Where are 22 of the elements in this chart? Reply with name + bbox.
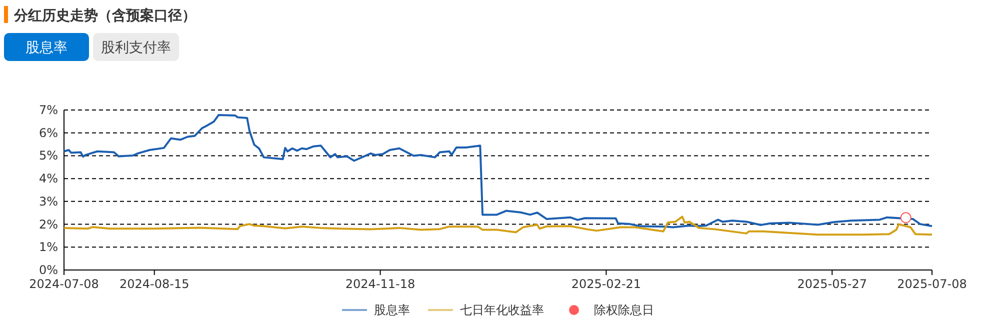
legend-label: 股息率: [374, 303, 410, 317]
chart-title: 分红历史走势（含预案口径）: [13, 7, 196, 24]
x-tick-label: 2025-05-27: [797, 277, 867, 291]
y-tick-label: 7%: [38, 103, 58, 117]
x-tick-label: 2024-11-18: [345, 277, 416, 291]
x-tick-label: 2024-07-08: [29, 277, 99, 291]
y-tick-label: 6%: [38, 126, 58, 140]
y-tick-label: 2%: [38, 217, 58, 232]
x-tick-label: 2025-07-08: [897, 277, 967, 291]
x-tick-label: 2024-08-15: [119, 277, 190, 291]
y-tick-label: 3%: [38, 194, 58, 208]
line-series: [63, 216, 933, 236]
legend-label: 七日年化收益率: [460, 303, 544, 317]
y-tick-label: 1%: [38, 240, 58, 254]
y-tick-label: 4%: [38, 172, 58, 186]
legend-label: 除权除息日: [594, 303, 654, 317]
button: 股利支付率: [93, 33, 179, 61]
x-tick-label: 2025-02-21: [571, 277, 642, 291]
y-tick-label: 0%: [38, 263, 58, 277]
button: 股息率: [4, 33, 89, 61]
y-tick-label: 5%: [38, 148, 58, 163]
line-series: [63, 114, 933, 228]
